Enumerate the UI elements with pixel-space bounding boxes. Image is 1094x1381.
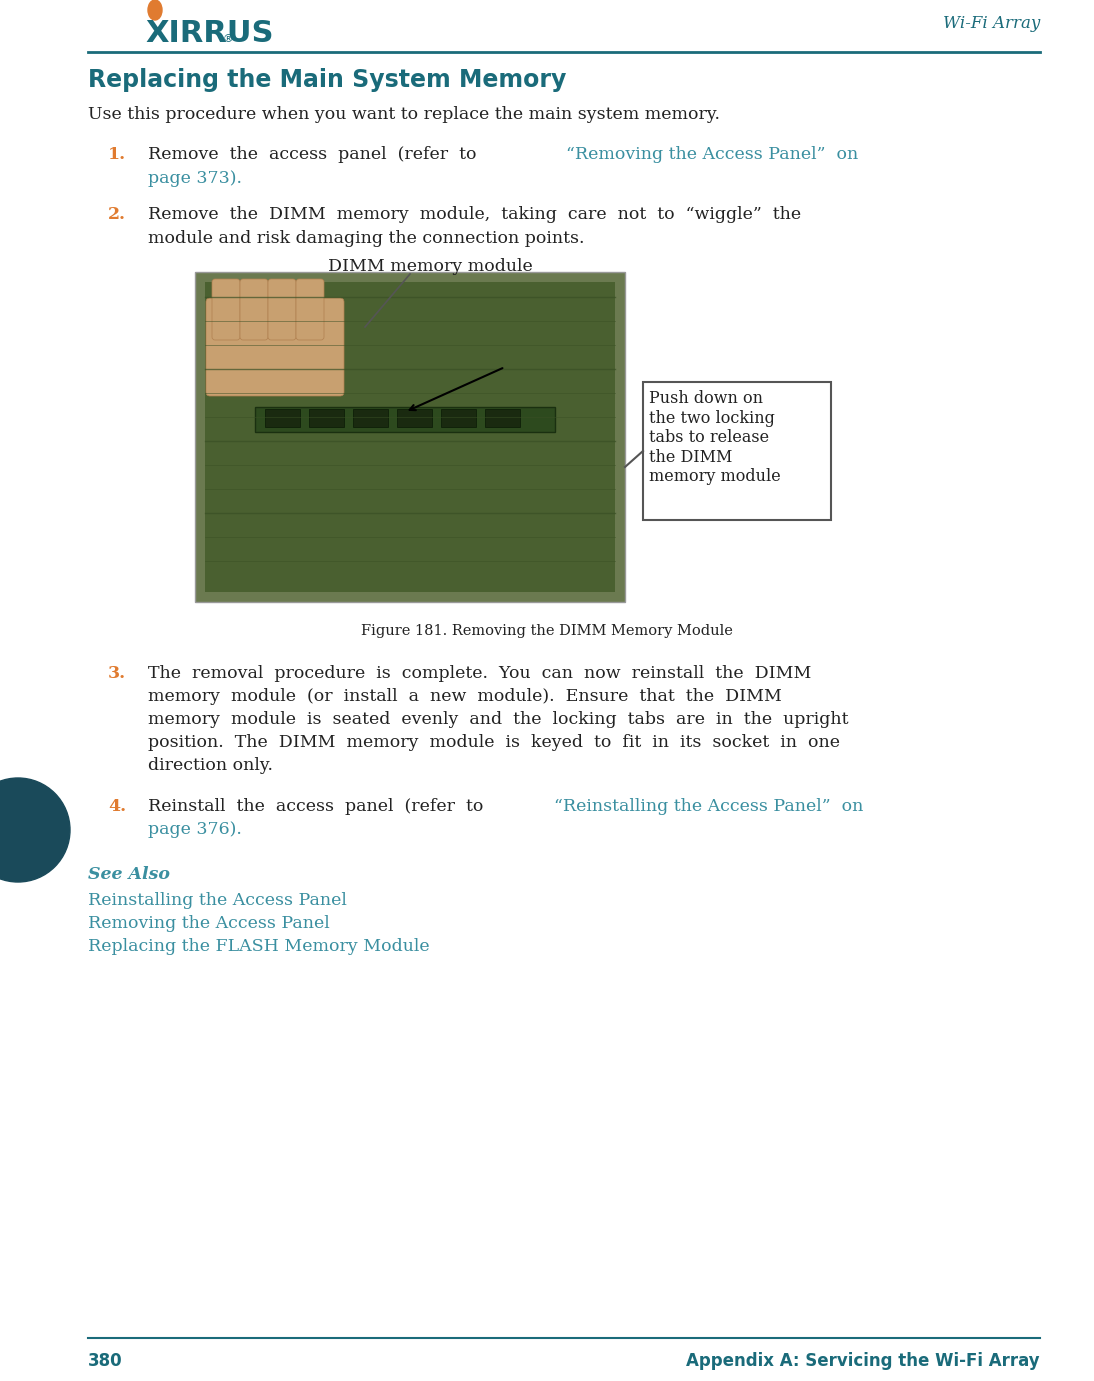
- FancyBboxPatch shape: [441, 409, 476, 427]
- Text: ®: ®: [222, 35, 233, 44]
- Text: memory  module  (or  install  a  new  module).  Ensure  that  the  DIMM: memory module (or install a new module).…: [148, 688, 782, 704]
- Text: Replacing the Main System Memory: Replacing the Main System Memory: [88, 68, 567, 93]
- Text: Removing the Access Panel: Removing the Access Panel: [88, 916, 329, 932]
- FancyBboxPatch shape: [206, 298, 344, 396]
- Text: Remove  the  DIMM  memory  module,  taking  care  not  to  “wiggle”  the: Remove the DIMM memory module, taking ca…: [148, 206, 801, 222]
- Text: DIMM memory module: DIMM memory module: [327, 258, 533, 275]
- Text: position.  The  DIMM  memory  module  is  keyed  to  fit  in  its  socket  in  o: position. The DIMM memory module is keye…: [148, 733, 840, 751]
- Text: direction only.: direction only.: [148, 757, 274, 773]
- FancyBboxPatch shape: [397, 409, 432, 427]
- Text: The  removal  procedure  is  complete.  You  can  now  reinstall  the  DIMM: The removal procedure is complete. You c…: [148, 666, 812, 682]
- FancyBboxPatch shape: [265, 409, 300, 427]
- Text: See Also: See Also: [88, 866, 170, 882]
- Text: memory  module  is  seated  evenly  and  the  locking  tabs  are  in  the  uprig: memory module is seated evenly and the l…: [148, 711, 849, 728]
- FancyBboxPatch shape: [353, 409, 388, 427]
- Text: Figure 181. Removing the DIMM Memory Module: Figure 181. Removing the DIMM Memory Mod…: [361, 624, 733, 638]
- Text: page 376).: page 376).: [148, 820, 242, 838]
- Text: “Reinstalling the Access Panel”  on: “Reinstalling the Access Panel” on: [554, 798, 863, 815]
- Text: module and risk damaging the connection points.: module and risk damaging the connection …: [148, 231, 584, 247]
- Text: Use this procedure when you want to replace the main system memory.: Use this procedure when you want to repl…: [88, 106, 720, 123]
- Ellipse shape: [148, 0, 162, 19]
- Text: Remove  the  access  panel  (refer  to: Remove the access panel (refer to: [148, 146, 488, 163]
- Text: Replacing the FLASH Memory Module: Replacing the FLASH Memory Module: [88, 938, 430, 956]
- Text: 3.: 3.: [108, 666, 126, 682]
- Text: 1.: 1.: [108, 146, 126, 163]
- FancyBboxPatch shape: [296, 279, 324, 340]
- Text: 380: 380: [88, 1352, 123, 1370]
- Text: Push down on
the two locking
tabs to release
the DIMM
memory module: Push down on the two locking tabs to rel…: [649, 389, 781, 485]
- FancyBboxPatch shape: [643, 383, 831, 521]
- Text: Reinstalling the Access Panel: Reinstalling the Access Panel: [88, 892, 347, 909]
- Text: Appendix A: Servicing the Wi-Fi Array: Appendix A: Servicing the Wi-Fi Array: [686, 1352, 1040, 1370]
- FancyBboxPatch shape: [205, 282, 615, 592]
- Text: 2.: 2.: [108, 206, 126, 222]
- FancyBboxPatch shape: [309, 409, 344, 427]
- Text: 4.: 4.: [108, 798, 126, 815]
- Text: Reinstall  the  access  panel  (refer  to: Reinstall the access panel (refer to: [148, 798, 494, 815]
- FancyBboxPatch shape: [268, 279, 296, 340]
- FancyBboxPatch shape: [485, 409, 520, 427]
- FancyBboxPatch shape: [195, 272, 625, 602]
- Text: “Removing the Access Panel”  on: “Removing the Access Panel” on: [566, 146, 859, 163]
- Circle shape: [0, 778, 70, 882]
- FancyBboxPatch shape: [255, 407, 555, 432]
- FancyBboxPatch shape: [212, 279, 240, 340]
- FancyBboxPatch shape: [240, 279, 268, 340]
- Text: page 373).: page 373).: [148, 170, 242, 186]
- Text: XIRRUS: XIRRUS: [146, 19, 274, 48]
- Text: Wi-Fi Array: Wi-Fi Array: [943, 15, 1040, 32]
